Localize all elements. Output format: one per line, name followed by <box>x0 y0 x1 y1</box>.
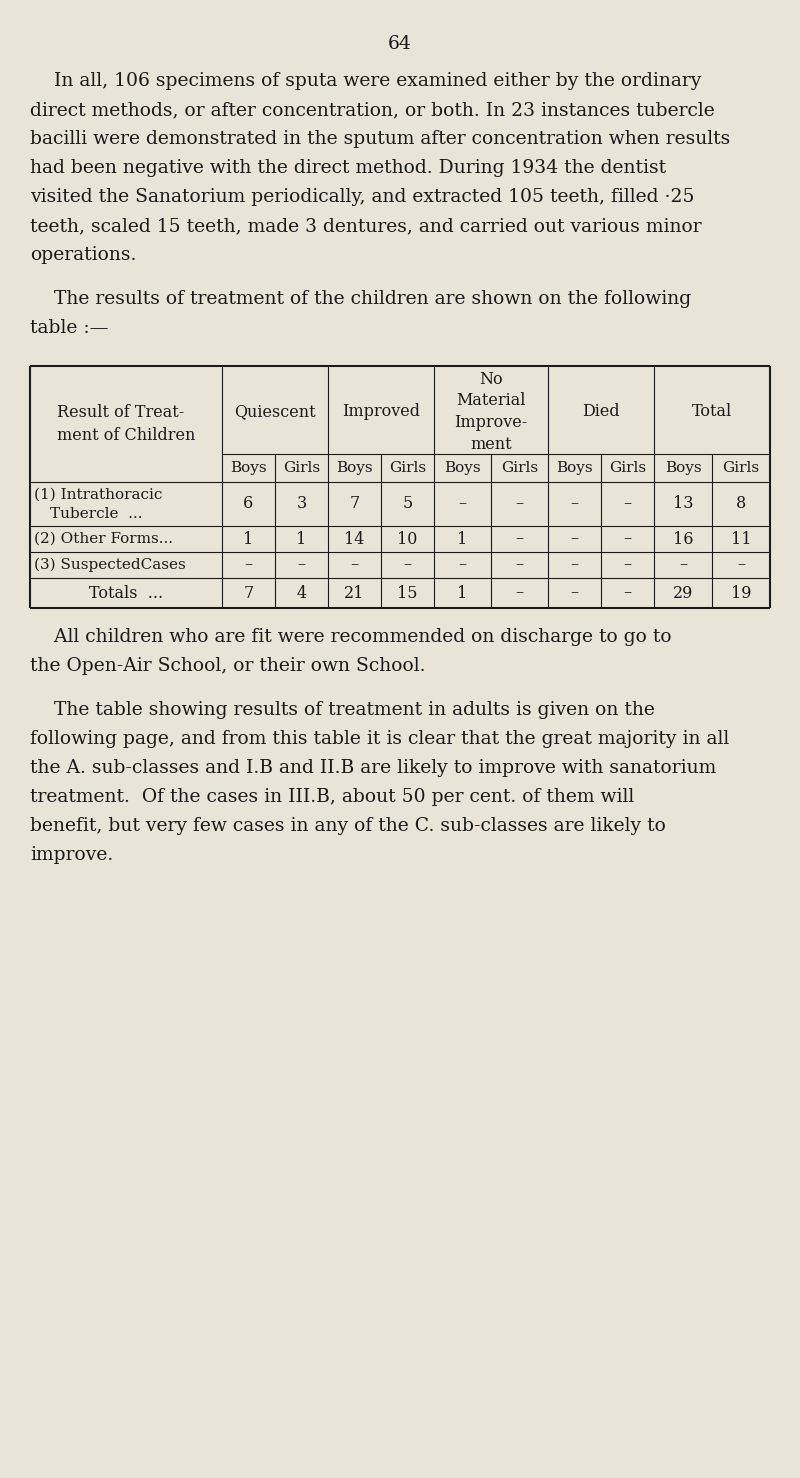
Text: (3) SuspectedCases: (3) SuspectedCases <box>34 557 186 572</box>
Text: 29: 29 <box>673 584 693 602</box>
Text: –: – <box>515 495 523 513</box>
Text: –: – <box>350 557 358 573</box>
Text: 7: 7 <box>243 584 254 602</box>
Text: Boys: Boys <box>665 461 702 474</box>
Text: All children who are fit were recommended on discharge to go to: All children who are fit were recommende… <box>30 628 672 646</box>
Text: –: – <box>515 531 523 547</box>
Text: Boys: Boys <box>230 461 267 474</box>
Text: 13: 13 <box>673 495 694 513</box>
Text: Boys: Boys <box>444 461 481 474</box>
Text: Totals  ...: Totals ... <box>89 584 163 602</box>
Text: Improved: Improved <box>342 403 420 420</box>
Text: 3: 3 <box>296 495 306 513</box>
Text: benefit, but very few cases in any of the C. sub-classes are likely to: benefit, but very few cases in any of th… <box>30 817 666 835</box>
Text: teeth, scaled 15 teeth, made 3 dentures, and carried out various minor: teeth, scaled 15 teeth, made 3 dentures,… <box>30 217 702 235</box>
Text: –: – <box>623 531 631 547</box>
Text: 15: 15 <box>398 584 418 602</box>
Text: –: – <box>403 557 411 573</box>
Text: –: – <box>570 531 578 547</box>
Text: the A. sub-classes and I.B and II.B are likely to improve with sanatorium: the A. sub-classes and I.B and II.B are … <box>30 760 716 777</box>
Text: table :—: table :— <box>30 319 109 337</box>
Text: (1) Intrathoracic: (1) Intrathoracic <box>34 488 162 503</box>
Text: –: – <box>570 584 578 602</box>
Text: 1: 1 <box>458 584 468 602</box>
Text: –: – <box>570 557 578 573</box>
Text: the Open-Air School, or their own School.: the Open-Air School, or their own School… <box>30 658 426 675</box>
Text: operations.: operations. <box>30 245 136 265</box>
Text: Girls: Girls <box>722 461 759 474</box>
Text: 4: 4 <box>297 584 306 602</box>
Text: –: – <box>679 557 687 573</box>
Text: 64: 64 <box>388 35 412 53</box>
Text: 16: 16 <box>673 531 694 547</box>
Text: bacilli were demonstrated in the sputum after concentration when results: bacilli were demonstrated in the sputum … <box>30 130 730 148</box>
Text: –: – <box>623 584 631 602</box>
Text: improve.: improve. <box>30 845 114 865</box>
Text: The table showing results of treatment in adults is given on the: The table showing results of treatment i… <box>30 701 655 718</box>
Text: 5: 5 <box>402 495 413 513</box>
Text: (2) Other Forms...: (2) Other Forms... <box>34 532 173 545</box>
Text: 21: 21 <box>344 584 365 602</box>
Text: –: – <box>515 584 523 602</box>
Text: Girls: Girls <box>389 461 426 474</box>
Text: –: – <box>245 557 253 573</box>
Text: following page, and from this table it is clear that the great majority in all: following page, and from this table it i… <box>30 730 730 748</box>
Text: No
Material
Improve-
ment: No Material Improve- ment <box>454 371 528 452</box>
Text: 1: 1 <box>296 531 306 547</box>
Text: 8: 8 <box>736 495 746 513</box>
Text: direct methods, or after concentration, or both. In 23 instances tubercle: direct methods, or after concentration, … <box>30 101 714 120</box>
Text: 11: 11 <box>730 531 751 547</box>
Text: Boys: Boys <box>336 461 373 474</box>
Text: Girls: Girls <box>283 461 320 474</box>
Text: Result of Treat-
ment of Children: Result of Treat- ment of Children <box>57 403 195 445</box>
Text: –: – <box>737 557 745 573</box>
Text: The results of treatment of the children are shown on the following: The results of treatment of the children… <box>30 290 691 307</box>
Text: had been negative with the direct method. During 1934 the dentist: had been negative with the direct method… <box>30 160 666 177</box>
Text: –: – <box>623 557 631 573</box>
Text: Girls: Girls <box>609 461 646 474</box>
Text: 6: 6 <box>243 495 254 513</box>
Text: 19: 19 <box>730 584 751 602</box>
Text: Died: Died <box>582 403 620 420</box>
Text: –: – <box>298 557 306 573</box>
Text: 1: 1 <box>243 531 254 547</box>
Text: –: – <box>570 495 578 513</box>
Text: Total: Total <box>692 403 732 420</box>
Text: 10: 10 <box>398 531 418 547</box>
Text: 1: 1 <box>458 531 468 547</box>
Text: visited the Sanatorium periodically, and extracted 105 teeth, filled ·25: visited the Sanatorium periodically, and… <box>30 188 694 205</box>
Text: Boys: Boys <box>556 461 593 474</box>
Text: Girls: Girls <box>501 461 538 474</box>
Text: treatment.  Of the cases in III.B, about 50 per cent. of them will: treatment. Of the cases in III.B, about … <box>30 788 634 806</box>
Text: 7: 7 <box>350 495 360 513</box>
Text: Tubercle  ...: Tubercle ... <box>50 507 142 522</box>
Text: –: – <box>458 557 466 573</box>
Text: –: – <box>623 495 631 513</box>
Text: –: – <box>458 495 466 513</box>
Text: 14: 14 <box>344 531 365 547</box>
Text: –: – <box>515 557 523 573</box>
Text: In all, 106 specimens of sputa were examined either by the ordinary: In all, 106 specimens of sputa were exam… <box>30 72 702 90</box>
Text: Quiescent: Quiescent <box>234 403 316 420</box>
